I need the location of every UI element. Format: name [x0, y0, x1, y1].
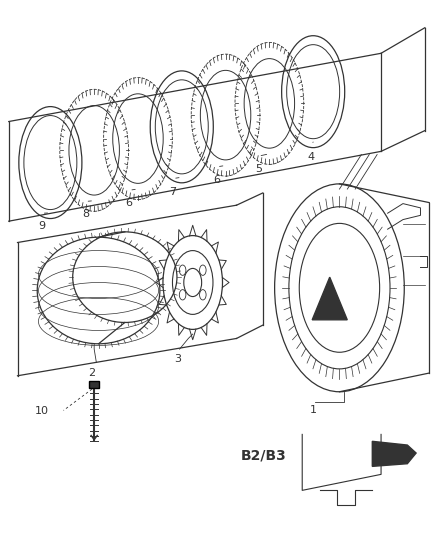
Text: 10: 10 — [35, 407, 49, 416]
Polygon shape — [312, 277, 347, 320]
Text: B2/B3: B2/B3 — [241, 449, 286, 463]
Text: 8: 8 — [82, 209, 89, 220]
Text: 7: 7 — [170, 187, 177, 197]
Text: 3: 3 — [174, 354, 181, 365]
Text: 9: 9 — [38, 221, 45, 231]
Text: 5: 5 — [255, 164, 262, 174]
Text: 2: 2 — [88, 368, 95, 378]
FancyBboxPatch shape — [89, 381, 99, 388]
Ellipse shape — [299, 223, 380, 352]
Text: 1: 1 — [310, 405, 317, 415]
Text: 4: 4 — [307, 152, 314, 163]
Polygon shape — [372, 441, 416, 466]
Text: 6: 6 — [126, 198, 133, 208]
Text: 6: 6 — [213, 175, 220, 185]
